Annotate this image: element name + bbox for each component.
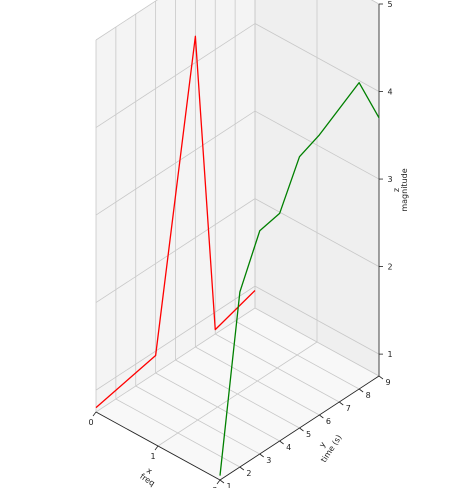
x-tick: [154, 445, 159, 451]
grid-line-z-back: [254, 198, 380, 267]
y-tick-label: 4: [286, 443, 291, 452]
z-tick-label: 3: [387, 175, 392, 184]
y-tick: [358, 388, 364, 393]
z-tick-label: 5: [387, 0, 392, 9]
x-axis-label: freq: [138, 472, 156, 488]
y-tick-label: 6: [326, 417, 331, 426]
z-tick-label: 2: [387, 263, 392, 272]
grid-line-x-floor: [157, 341, 318, 447]
y-tick: [239, 466, 245, 471]
x-tick: [216, 479, 221, 485]
y-tick-label: 1: [226, 482, 231, 488]
z-axis-label: magnitude: [400, 168, 409, 211]
x-axis-symbol: x: [145, 466, 154, 476]
grid-line-z-left: [95, 198, 256, 303]
y-tick: [299, 427, 304, 432]
z-axis-symbol: z: [392, 188, 401, 192]
y-tick-label: 8: [366, 391, 371, 400]
grid-line-z-left: [95, 285, 256, 391]
x-tick-label: 0: [88, 418, 93, 427]
y-tick: [219, 479, 225, 484]
grid-line-x-floor: [95, 307, 256, 413]
y-tick: [339, 401, 344, 406]
y-tick: [319, 414, 324, 419]
y-tick-label: 3: [266, 456, 271, 465]
x-tick-label: 2: [212, 486, 217, 488]
series-line-1: [95, 35, 256, 409]
x-tick-label: 1: [150, 452, 155, 461]
grid-line-z-back: [254, 110, 380, 180]
y-tick: [279, 440, 284, 445]
y-tick-label: 9: [385, 378, 390, 387]
grid-line-z-left: [95, 23, 256, 128]
grid-line-z-left: [95, 0, 158, 41]
y-tick: [259, 453, 264, 458]
grid-line-z-left: [95, 110, 256, 216]
z-tick-label: 1: [387, 350, 392, 359]
y-tick-label: 2: [246, 469, 251, 478]
y-tick: [378, 375, 384, 380]
y-tick-label: 7: [346, 404, 351, 413]
z-tick-label: 4: [387, 88, 392, 97]
y-tick-label: 5: [306, 430, 311, 439]
grid-line-z-back: [254, 285, 380, 355]
series-line-2: [219, 81, 380, 476]
grid-line-z-back: [254, 23, 380, 92]
y-axis-symbol: y: [317, 440, 327, 449]
x-tick: [92, 411, 97, 417]
